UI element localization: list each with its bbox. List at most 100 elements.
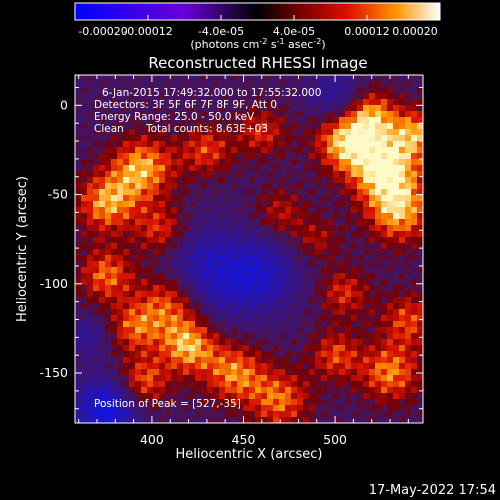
heatmap-cell xyxy=(315,363,322,370)
heatmap-cell xyxy=(201,243,208,250)
heatmap-cell xyxy=(375,195,382,202)
heatmap-cell xyxy=(171,207,178,214)
heatmap-cell xyxy=(375,87,382,94)
heatmap-cell xyxy=(75,291,82,298)
heatmap-cell xyxy=(345,153,352,160)
heatmap-cell xyxy=(303,183,310,190)
heatmap-cell xyxy=(297,411,304,418)
heatmap-cell xyxy=(135,309,142,316)
heatmap-cell xyxy=(399,105,406,112)
heatmap-cell xyxy=(279,213,286,220)
heatmap-cell xyxy=(303,261,310,268)
heatmap-cell xyxy=(183,147,190,154)
heatmap-cell xyxy=(393,351,400,358)
heatmap-cell xyxy=(261,123,268,130)
heatmap-cell xyxy=(393,255,400,262)
heatmap-cell xyxy=(411,405,418,412)
heatmap-cell xyxy=(123,171,130,178)
heatmap-cell xyxy=(369,309,376,316)
heatmap-cell xyxy=(153,261,160,268)
heatmap-cell xyxy=(321,345,328,352)
heatmap-cell xyxy=(243,363,250,370)
heatmap-cell xyxy=(345,315,352,322)
heatmap-cell xyxy=(315,375,322,382)
heatmap-cell xyxy=(159,363,166,370)
heatmap-cell xyxy=(153,99,160,106)
heatmap-cell xyxy=(381,297,388,304)
heatmap-cell xyxy=(411,195,418,202)
heatmap-cell xyxy=(375,75,382,82)
heatmap-cell xyxy=(213,135,220,142)
heatmap-cell xyxy=(123,333,130,340)
heatmap-cell xyxy=(75,231,82,238)
heatmap-cell xyxy=(315,339,322,346)
heatmap-cell xyxy=(141,327,148,334)
heatmap-cell xyxy=(363,327,370,334)
heatmap-cell xyxy=(87,399,94,406)
heatmap-cell xyxy=(159,81,166,88)
heatmap-cell xyxy=(249,261,256,268)
heatmap-cell xyxy=(363,315,370,322)
heatmap-cell xyxy=(117,399,124,406)
heatmap-cell xyxy=(153,225,160,232)
heatmap-cell xyxy=(315,315,322,322)
annotation-method: Clean xyxy=(94,123,124,135)
heatmap-cell xyxy=(297,99,304,106)
heatmap-cell xyxy=(255,189,262,196)
heatmap-cell xyxy=(99,243,106,250)
heatmap-cell xyxy=(261,93,268,100)
heatmap-cell xyxy=(231,147,238,154)
heatmap-cell xyxy=(117,411,124,418)
heatmap-cell xyxy=(81,123,88,130)
heatmap-cell xyxy=(81,177,88,184)
heatmap-cell xyxy=(213,315,220,322)
heatmap-cell xyxy=(405,399,412,406)
heatmap-cell xyxy=(171,285,178,292)
heatmap-cell xyxy=(171,225,178,232)
heatmap-cell xyxy=(261,291,268,298)
heatmap-cell xyxy=(183,231,190,238)
heatmap-cell xyxy=(87,75,94,82)
heatmap-cell xyxy=(153,387,160,394)
heatmap-cell xyxy=(273,201,280,208)
heatmap-cell xyxy=(219,237,226,244)
heatmap-cell xyxy=(399,411,406,418)
heatmap-cell xyxy=(153,87,160,94)
heatmap-cell xyxy=(243,153,250,160)
heatmap-cell xyxy=(411,273,418,280)
heatmap-cell xyxy=(339,117,346,124)
heatmap-cell xyxy=(159,381,166,388)
heatmap-cell xyxy=(141,207,148,214)
heatmap-cell xyxy=(387,81,394,88)
heatmap-cell xyxy=(387,345,394,352)
heatmap-cell xyxy=(285,165,292,172)
heatmap-cell xyxy=(147,291,154,298)
heatmap-cell xyxy=(75,87,82,94)
heatmap-cell xyxy=(183,339,190,346)
heatmap-cell xyxy=(135,123,142,130)
heatmap-cell xyxy=(183,135,190,142)
heatmap-cell xyxy=(333,213,340,220)
heatmap-cell xyxy=(339,189,346,196)
heatmap-cell xyxy=(135,153,142,160)
heatmap-cell xyxy=(375,351,382,358)
heatmap-cell xyxy=(87,213,94,220)
heatmap-cell xyxy=(225,285,232,292)
heatmap-cell xyxy=(381,243,388,250)
heatmap-cell xyxy=(105,99,112,106)
heatmap-cell xyxy=(249,327,256,334)
heatmap-cell xyxy=(195,189,202,196)
heatmap-cell xyxy=(117,93,124,100)
heatmap-cell xyxy=(363,405,370,412)
heatmap-cell xyxy=(129,165,136,172)
heatmap-cell xyxy=(369,75,376,82)
heatmap-cell xyxy=(141,219,148,226)
heatmap-cell xyxy=(129,177,136,184)
heatmap-cell xyxy=(237,297,244,304)
heatmap-cell xyxy=(117,105,124,112)
heatmap-cell xyxy=(399,357,406,364)
heatmap-cell xyxy=(315,381,322,388)
heatmap-cell xyxy=(93,333,100,340)
heatmap-cell xyxy=(285,219,292,226)
heatmap-cell xyxy=(405,309,412,316)
